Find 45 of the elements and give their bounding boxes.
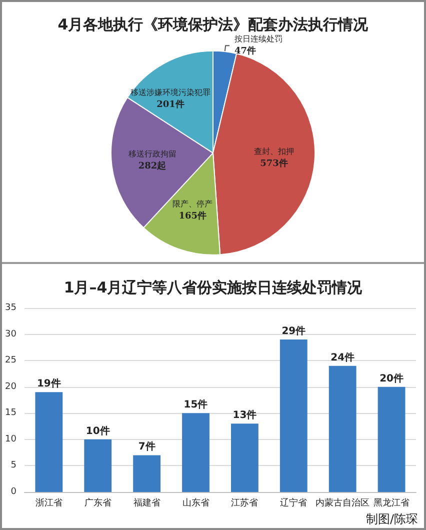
x-tick-label: 辽宁省 [280,498,308,508]
y-tick-label: 10 [5,434,17,444]
chart-title: 1月–4月辽宁等八省份实施按日连续处罚情况 [64,278,364,296]
data-label: 7件 [138,440,156,453]
data-label: 573件 [260,158,288,169]
chart-title: 4月各地执行《环境保护法》配套办法执行情况 [58,16,370,34]
data-label: 24件 [330,351,355,364]
y-tick-label: 35 [5,303,16,313]
bar [35,392,63,492]
y-tick-label: 30 [5,329,17,340]
x-tick-label: 福建省 [133,498,160,508]
bar [133,455,161,492]
y-tick-label: 20 [5,382,17,392]
data-label: 10件 [86,424,110,437]
bar [230,424,258,492]
x-tick-label: 江苏省 [231,498,258,508]
data-label: 165件 [178,210,207,222]
x-tick-label: 黑龙江省 [374,498,410,508]
data-label: 29件 [282,325,306,338]
slice-label: 按日连续处罚 [234,34,283,44]
x-tick-label: 内蒙古自治区 [316,498,370,508]
y-tick-label: 0 [10,487,17,497]
text: 制图/陈琛 [366,512,418,526]
slice-label: 移送行政拘留 [128,149,176,158]
slice-label: 查封、扣押 [254,146,294,156]
x-tick-label: 浙江省 [35,498,62,508]
x-tick-label: 山东省 [182,498,210,508]
bar [84,439,112,492]
bar [378,386,406,492]
slice-label: 移送涉嫌环境污染犯罪 [130,88,210,98]
bar [328,366,356,492]
data-label: 47件 [234,46,256,57]
data-label: 20件 [380,372,404,384]
data-label: 19件 [36,378,61,390]
data-label: 201件 [156,99,184,110]
y-tick-label: 25 [5,356,16,366]
x-tick-label: 广东省 [84,498,112,508]
y-tick-label: 5 [10,460,16,471]
slice-label: 限产、停产 [172,200,213,209]
data-label: 13件 [232,409,257,422]
data-label: 282起 [138,160,166,172]
data-label: 15件 [184,398,208,411]
bar [280,340,308,492]
y-tick-label: 15 [5,408,16,418]
bar [182,413,210,492]
